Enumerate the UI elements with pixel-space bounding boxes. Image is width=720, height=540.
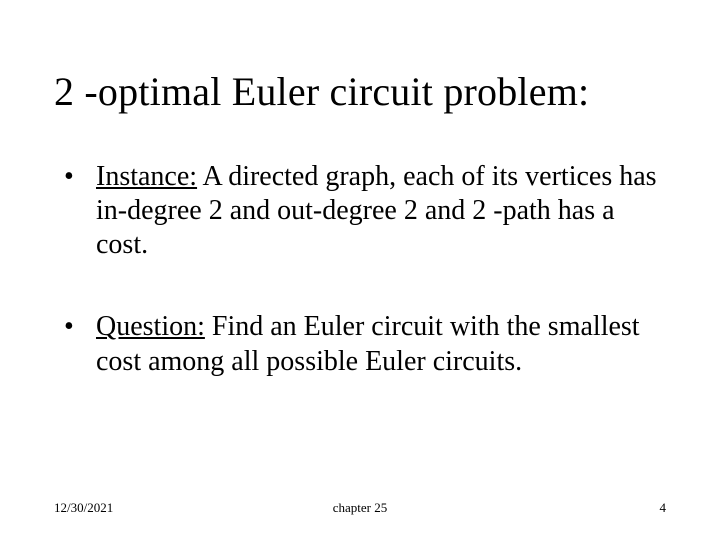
footer-page-number: 4 bbox=[660, 500, 667, 516]
list-item: Question: Find an Euler circuit with the… bbox=[64, 310, 660, 378]
slide: 2 -optimal Euler circuit problem: Instan… bbox=[0, 0, 720, 540]
bullet-list: Instance: A directed graph, each of its … bbox=[64, 160, 660, 379]
footer-chapter: chapter 25 bbox=[0, 500, 720, 516]
slide-title: 2 -optimal Euler circuit problem: bbox=[54, 68, 589, 115]
slide-body: Instance: A directed graph, each of its … bbox=[64, 160, 660, 427]
bullet-lead: Instance: bbox=[96, 161, 197, 192]
list-item: Instance: A directed graph, each of its … bbox=[64, 160, 660, 262]
bullet-lead: Question: bbox=[96, 311, 205, 342]
